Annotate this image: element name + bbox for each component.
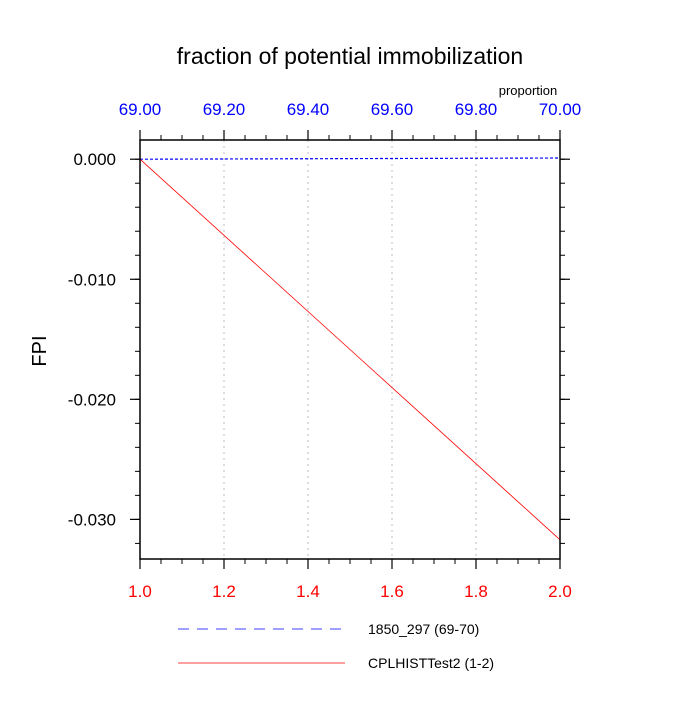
series-lines <box>139 157 561 541</box>
top-tick-label: 69.00 <box>119 100 162 119</box>
top-tick-label: 70.00 <box>539 100 582 119</box>
top-axis-label: proportion <box>499 83 558 98</box>
series-line-2 <box>139 158 561 541</box>
y-axis-label: FPI <box>29 335 51 366</box>
y-tick-label: -0.010 <box>68 270 116 289</box>
axes: 1.0 1.2 1.4 1.6 1.8 2.0 69.00 69.20 69.40 69.60 69… <box>68 100 581 601</box>
bottom-tick-label: 1.0 <box>128 582 152 601</box>
bottom-tick-label: 1.4 <box>296 582 320 601</box>
bottom-tick-label: 1.6 <box>380 582 404 601</box>
bottom-tick-label: 1.2 <box>212 582 236 601</box>
chart-title: fraction of potential immobilization <box>177 43 523 69</box>
top-tick-label: 69.80 <box>455 100 498 119</box>
top-tick-label: 69.60 <box>371 100 414 119</box>
legend: 1850_297 (69-70) CPLHISTTest2 (1-2) <box>178 621 494 671</box>
top-tick-label: 69.20 <box>203 100 246 119</box>
top-tick-label: 69.40 <box>287 100 330 119</box>
y-tick-label: 0.000 <box>73 150 116 169</box>
bottom-tick-label: 2.0 <box>548 582 572 601</box>
legend-label-2: CPLHISTTest2 (1-2) <box>368 655 494 671</box>
y-tick-label: -0.030 <box>68 510 116 529</box>
series-line-1 <box>139 157 561 160</box>
legend-label-1: 1850_297 (69-70) <box>368 621 479 637</box>
y-tick-label: -0.020 <box>68 390 116 409</box>
bottom-tick-label: 1.8 <box>464 582 488 601</box>
grid-lines <box>223 140 477 559</box>
